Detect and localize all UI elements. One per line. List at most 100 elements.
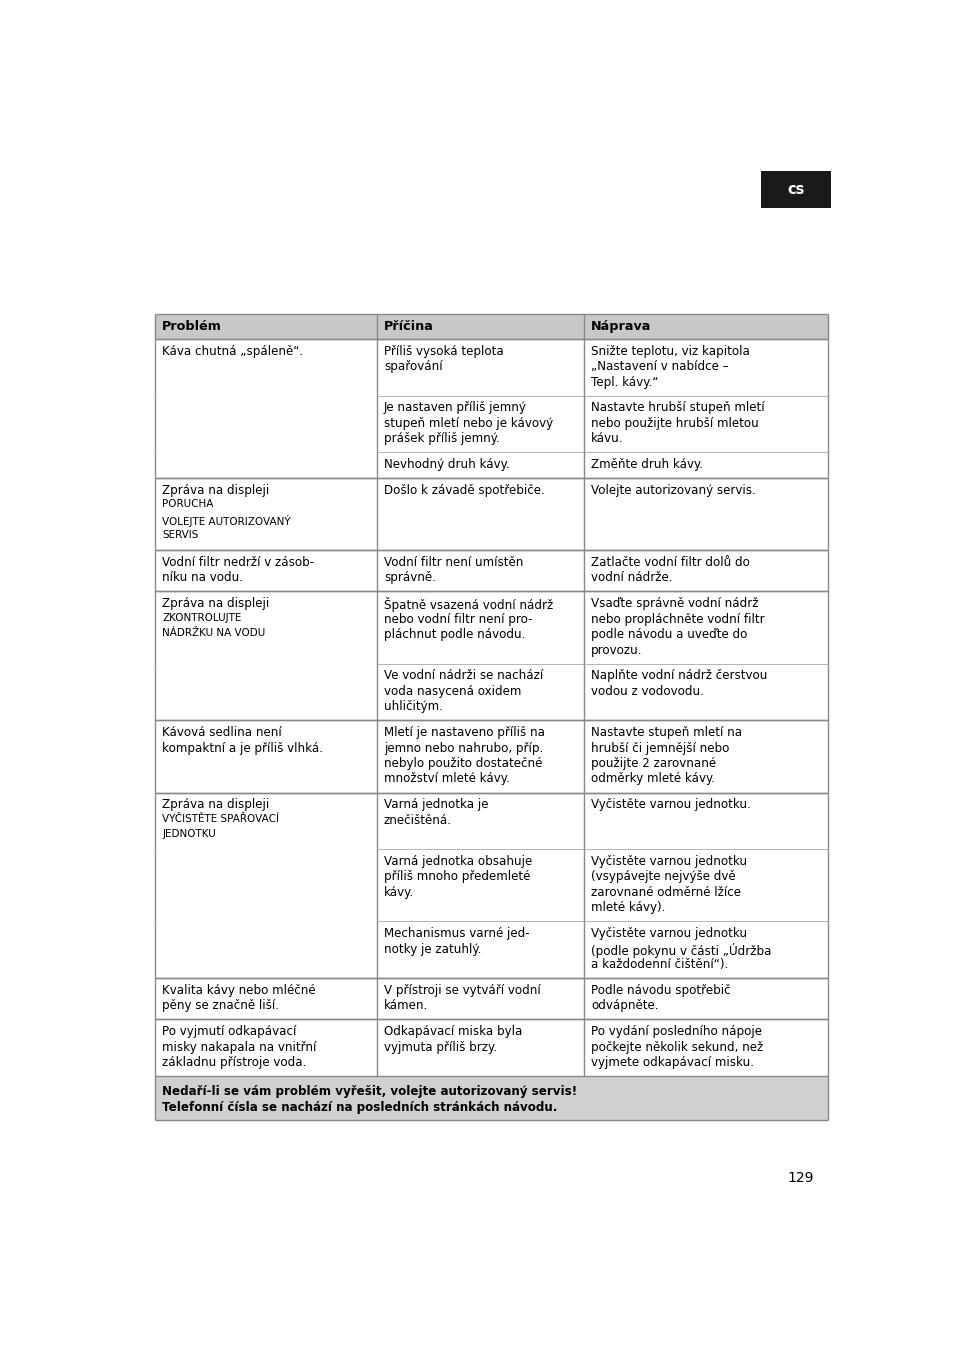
Text: použijte 2 zarovnané: použijte 2 zarovnané	[590, 757, 716, 770]
Text: Varná jednotka obsahuje: Varná jednotka obsahuje	[383, 854, 532, 868]
Text: Problém: Problém	[162, 320, 222, 333]
Bar	[154, 478, 826, 550]
Text: Po vyjmutí odkapávací: Po vyjmutí odkapávací	[162, 1025, 296, 1039]
Text: podle návodu a uveďte do: podle návodu a uveďte do	[590, 628, 746, 640]
Text: odvápněte.: odvápněte.	[590, 999, 658, 1013]
Bar	[154, 1076, 826, 1120]
Text: Je nastaven příliš jemný: Je nastaven příliš jemný	[383, 401, 526, 414]
Bar	[154, 550, 826, 592]
Text: Zpráva na displeji: Zpráva na displeji	[162, 483, 269, 497]
Text: kávu.: kávu.	[590, 432, 623, 445]
Bar	[154, 314, 826, 338]
Text: kompaktní a je příliš vlhká.: kompaktní a je příliš vlhká.	[162, 742, 323, 754]
Text: Telefonní čísla se nachází na posledních stránkách návodu.: Telefonní čísla se nachází na posledních…	[162, 1101, 557, 1114]
Text: Náprava: Náprava	[590, 320, 651, 333]
Bar	[154, 452, 826, 478]
Text: pláchnut podle návodu.: pláchnut podle návodu.	[383, 628, 525, 640]
Text: VYČISTĚTE SPAŘOVACÍ: VYČISTĚTE SPAŘOVACÍ	[162, 814, 279, 823]
Text: „Nastavení v nabídce –: „Nastavení v nabídce –	[590, 360, 728, 374]
Bar	[154, 978, 826, 1020]
Text: níku na vodu.: níku na vodu.	[162, 571, 243, 585]
Text: pěny se značně liší.: pěny se značně liší.	[162, 999, 279, 1013]
Bar	[154, 338, 826, 395]
Text: Došlo k závadě spotřebiče.: Došlo k závadě spotřebiče.	[383, 483, 544, 497]
Text: NÁDRŽKU NA VODU: NÁDRŽKU NA VODU	[162, 628, 265, 638]
Text: stupeň mletí nebo je kávový: stupeň mletí nebo je kávový	[383, 417, 553, 429]
Text: Změňte druh kávy.: Změňte druh kávy.	[590, 458, 702, 471]
Text: Vodní filtr nedrží v zásob-: Vodní filtr nedrží v zásob-	[162, 556, 314, 569]
Text: Vyčistěte varnou jednotku: Vyčistěte varnou jednotku	[590, 927, 746, 940]
Text: Nastavte hrubší stupeň mletí: Nastavte hrubší stupeň mletí	[590, 401, 763, 414]
Text: V přístroji se vytváří vodní: V přístroji se vytváří vodní	[383, 984, 540, 997]
Text: vodní nádrže.: vodní nádrže.	[590, 571, 672, 585]
Text: znečištěná.: znečištěná.	[383, 814, 452, 827]
Bar	[154, 663, 826, 720]
Text: mleté kávy).: mleté kávy).	[590, 902, 664, 914]
Text: vodou z vodovodu.: vodou z vodovodu.	[590, 685, 703, 697]
Text: hrubší či jemnější nebo: hrubší či jemnější nebo	[590, 742, 728, 754]
Text: Po vydání posledního nápoje: Po vydání posledního nápoje	[590, 1025, 761, 1039]
Text: kámen.: kámen.	[383, 999, 428, 1013]
Text: vyjmete odkapávací misku.: vyjmete odkapávací misku.	[590, 1056, 753, 1070]
Text: základnu přístroje voda.: základnu přístroje voda.	[162, 1056, 306, 1070]
Text: Tepl. kávy.“: Tepl. kávy.“	[590, 375, 658, 389]
Bar	[154, 849, 826, 921]
Text: PORUCHA: PORUCHA	[162, 500, 213, 509]
Text: 129: 129	[787, 1171, 813, 1185]
Text: notky je zatuhlý.: notky je zatuhlý.	[383, 942, 481, 956]
Text: uhličitým.: uhličitým.	[383, 700, 442, 714]
Text: vyjmuta příliš brzy.: vyjmuta příliš brzy.	[383, 1040, 497, 1053]
Text: nebylo použito dostatečné: nebylo použito dostatečné	[383, 757, 541, 770]
Text: (vsypávejte nejvýše dvě: (vsypávejte nejvýše dvě	[590, 871, 735, 883]
Text: Varná jednotka je: Varná jednotka je	[383, 799, 488, 811]
Text: Nedaří-li se vám problém vyřešit, volejte autorizovaný servis!: Nedaří-li se vám problém vyřešit, volejt…	[162, 1085, 577, 1098]
Text: Naplňte vodní nádrž čerstvou: Naplňte vodní nádrž čerstvou	[590, 669, 766, 682]
Text: množství mleté kávy.: množství mleté kávy.	[383, 773, 509, 785]
Text: zarovnané odměrné lžíce: zarovnané odměrné lžíce	[590, 886, 740, 899]
Text: Mletí je nastaveno příliš na: Mletí je nastaveno příliš na	[383, 726, 544, 739]
Bar	[760, 171, 830, 209]
Text: jemno nebo nahrubo, příp.: jemno nebo nahrubo, příp.	[383, 742, 542, 754]
Text: Kvalita kávy nebo mléčné: Kvalita kávy nebo mléčné	[162, 984, 315, 997]
Text: Špatně vsazená vodní nádrž: Špatně vsazená vodní nádrž	[383, 597, 553, 612]
Text: Zpráva na displeji: Zpráva na displeji	[162, 799, 269, 811]
Bar	[154, 921, 826, 978]
Text: Zpráva na displeji: Zpráva na displeji	[162, 597, 269, 611]
Text: nebo propláchněte vodní filtr: nebo propláchněte vodní filtr	[590, 612, 763, 626]
Text: odměrky mleté kávy.: odměrky mleté kávy.	[590, 773, 714, 785]
Bar	[154, 395, 826, 452]
Text: Vyčistěte varnou jednotku.: Vyčistěte varnou jednotku.	[590, 799, 750, 811]
Text: provozu.: provozu.	[590, 643, 641, 657]
Bar	[154, 592, 826, 663]
Text: Ve vodní nádrži se nachází: Ve vodní nádrži se nachází	[383, 669, 542, 682]
Text: Vodní filtr není umístěn: Vodní filtr není umístěn	[383, 556, 523, 569]
Text: Odkapávací miska byla: Odkapávací miska byla	[383, 1025, 521, 1039]
Text: Vsaďte správně vodní nádrž: Vsaďte správně vodní nádrž	[590, 597, 758, 611]
Text: nebo použijte hrubší mletou: nebo použijte hrubší mletou	[590, 417, 758, 429]
Text: SERVIS: SERVIS	[162, 531, 198, 540]
Text: nebo vodní filtr není pro-: nebo vodní filtr není pro-	[383, 612, 532, 626]
Text: a každodenní čištění“).: a každodenní čištění“).	[590, 959, 727, 971]
Text: prášek příliš jemný.: prášek příliš jemný.	[383, 432, 499, 445]
Text: cs: cs	[786, 181, 803, 198]
Text: (podle pokynu v části „Údržba: (podle pokynu v části „Údržba	[590, 942, 771, 957]
Text: ZKONTROLUJTE: ZKONTROLUJTE	[162, 612, 241, 623]
Bar	[154, 1020, 826, 1076]
Text: Příčina: Příčina	[383, 320, 434, 333]
Text: Zatlačte vodní filtr dolů do: Zatlačte vodní filtr dolů do	[590, 556, 749, 569]
Text: Vyčistěte varnou jednotku: Vyčistěte varnou jednotku	[590, 854, 746, 868]
Text: spařování: spařování	[383, 360, 442, 374]
Text: správně.: správně.	[383, 571, 436, 585]
Text: Káva chutná „spáleně“.: Káva chutná „spáleně“.	[162, 344, 303, 357]
Text: kávy.: kávy.	[383, 886, 414, 899]
Text: Kávová sedlina není: Kávová sedlina není	[162, 726, 281, 739]
Text: JEDNOTKU: JEDNOTKU	[162, 829, 215, 839]
Text: počkejte několik sekund, než: počkejte několik sekund, než	[590, 1040, 762, 1053]
Text: Nevhodný druh kávy.: Nevhodný druh kávy.	[383, 458, 509, 471]
Text: misky nakapala na vnitřní: misky nakapala na vnitřní	[162, 1040, 316, 1053]
Text: Nastavte stupeň mletí na: Nastavte stupeň mletí na	[590, 726, 741, 739]
Text: příliš mnoho předemleté: příliš mnoho předemleté	[383, 871, 530, 883]
Text: Snižte teplotu, viz kapitola: Snižte teplotu, viz kapitola	[590, 344, 749, 357]
Bar	[154, 792, 826, 849]
Text: Příliš vysoká teplota: Příliš vysoká teplota	[383, 344, 503, 357]
